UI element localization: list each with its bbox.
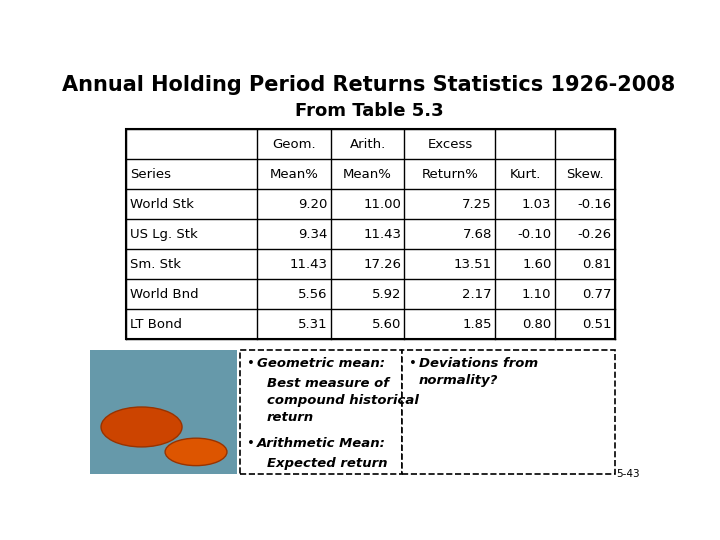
Text: -0.26: -0.26 — [577, 228, 611, 241]
Bar — [402, 349, 615, 474]
Text: 5.92: 5.92 — [372, 288, 401, 301]
Text: Series: Series — [130, 168, 171, 181]
Text: LT Bond: LT Bond — [130, 318, 182, 330]
Text: 1.03: 1.03 — [522, 198, 552, 211]
Text: •: • — [247, 437, 255, 450]
Text: Sm. Stk: Sm. Stk — [130, 258, 181, 271]
Text: -0.16: -0.16 — [577, 198, 611, 211]
Text: 5-43: 5-43 — [616, 469, 639, 478]
Text: Best measure of
compound historical
return: Best measure of compound historical retu… — [267, 377, 419, 424]
Text: 7.68: 7.68 — [462, 228, 492, 241]
Text: 0.81: 0.81 — [582, 258, 611, 271]
Text: 11.43: 11.43 — [289, 258, 328, 271]
Ellipse shape — [101, 407, 182, 447]
Text: Expected return: Expected return — [267, 457, 387, 470]
Text: Mean%: Mean% — [269, 168, 318, 181]
Text: From Table 5.3: From Table 5.3 — [294, 102, 444, 120]
Text: 2.17: 2.17 — [462, 288, 492, 301]
Text: Arith.: Arith. — [349, 138, 386, 151]
Bar — [90, 349, 238, 474]
Text: 11.00: 11.00 — [363, 198, 401, 211]
Text: 1.60: 1.60 — [522, 258, 552, 271]
Text: 1.10: 1.10 — [522, 288, 552, 301]
Text: Geom.: Geom. — [272, 138, 315, 151]
Text: 17.26: 17.26 — [363, 258, 401, 271]
Text: Mean%: Mean% — [343, 168, 392, 181]
Text: 11.43: 11.43 — [363, 228, 401, 241]
Text: Geometric mean:: Geometric mean: — [257, 357, 384, 370]
Text: •: • — [247, 357, 255, 370]
Text: Kurt.: Kurt. — [510, 168, 541, 181]
Text: 9.34: 9.34 — [298, 228, 328, 241]
Text: 1.85: 1.85 — [462, 318, 492, 330]
Text: 5.60: 5.60 — [372, 318, 401, 330]
Text: 7.25: 7.25 — [462, 198, 492, 211]
Text: 9.20: 9.20 — [298, 198, 328, 211]
Text: 5.31: 5.31 — [297, 318, 328, 330]
Text: 0.80: 0.80 — [522, 318, 552, 330]
Text: 5.56: 5.56 — [298, 288, 328, 301]
Bar — [126, 129, 615, 339]
Text: Arithmetic Mean:: Arithmetic Mean: — [257, 437, 386, 450]
Text: Excess: Excess — [427, 138, 472, 151]
Text: 0.77: 0.77 — [582, 288, 611, 301]
Text: 13.51: 13.51 — [454, 258, 492, 271]
Text: Return%: Return% — [421, 168, 478, 181]
Text: World Stk: World Stk — [130, 198, 194, 211]
Text: World Bnd: World Bnd — [130, 288, 199, 301]
Bar — [240, 349, 402, 474]
Text: •: • — [409, 357, 417, 370]
Text: US Lg. Stk: US Lg. Stk — [130, 228, 198, 241]
Text: Deviations from
normality?: Deviations from normality? — [419, 357, 538, 387]
Text: -0.10: -0.10 — [518, 228, 552, 241]
Ellipse shape — [165, 438, 227, 465]
Text: Annual Holding Period Returns Statistics 1926-2008: Annual Holding Period Returns Statistics… — [63, 75, 675, 95]
Text: Skew.: Skew. — [566, 168, 603, 181]
Text: 0.51: 0.51 — [582, 318, 611, 330]
